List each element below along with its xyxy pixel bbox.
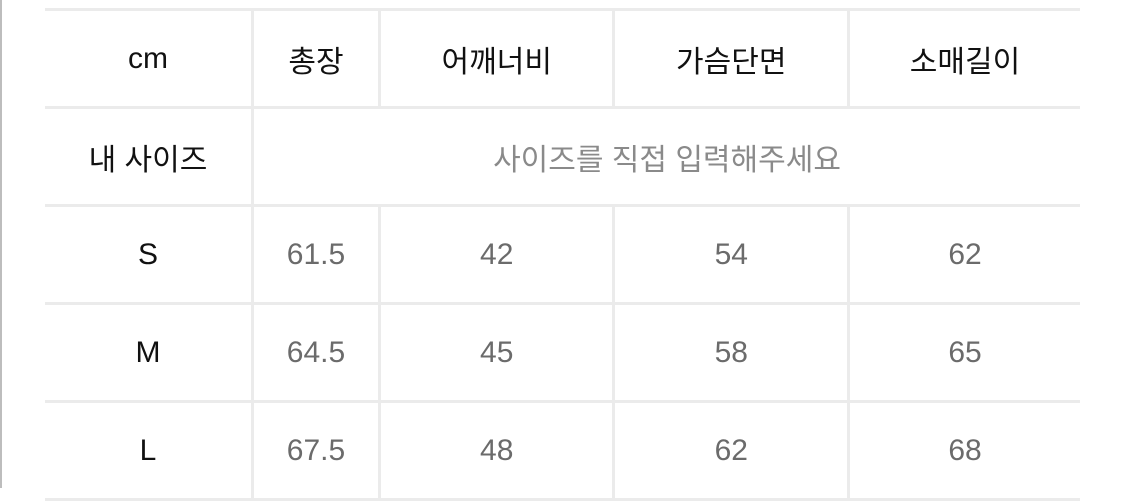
my-size-label: 내 사이즈 (45, 106, 253, 207)
cell-value: 62 (847, 204, 1080, 305)
column-header-total-length: 총장 (251, 8, 380, 109)
table-row: L 67.5 48 62 68 (45, 400, 1080, 501)
cell-value: 42 (377, 204, 614, 305)
my-size-input-prompt[interactable]: 사이즈를 직접 입력해주세요 (251, 106, 1080, 207)
cell-value: 62 (612, 400, 849, 501)
column-header-chest-width: 가슴단면 (612, 8, 849, 109)
table-row: M 64.5 45 58 65 (45, 302, 1080, 403)
column-header-sleeve-length: 소매길이 (847, 8, 1080, 109)
left-edge-divider (0, 0, 2, 488)
size-label: L (45, 400, 253, 501)
size-chart-table: cm 총장 어깨너비 가슴단면 소매길이 내 사이즈 사이즈를 직접 입력해주세… (45, 8, 1080, 501)
cell-value: 58 (612, 302, 849, 403)
cell-value: 45 (377, 302, 614, 403)
cell-value: 68 (847, 400, 1080, 501)
cell-value: 67.5 (251, 400, 380, 501)
cell-value: 54 (612, 204, 849, 305)
cell-value: 64.5 (251, 302, 380, 403)
header-row: cm 총장 어깨너비 가슴단면 소매길이 (45, 8, 1080, 109)
my-size-row: 내 사이즈 사이즈를 직접 입력해주세요 (45, 106, 1080, 207)
table-row: S 61.5 42 54 62 (45, 204, 1080, 305)
size-label: S (45, 204, 253, 305)
size-label: M (45, 302, 253, 403)
cell-value: 61.5 (251, 204, 380, 305)
unit-header: cm (45, 8, 253, 109)
cell-value: 65 (847, 302, 1080, 403)
cell-value: 48 (377, 400, 614, 501)
column-header-shoulder-width: 어깨너비 (377, 8, 614, 109)
